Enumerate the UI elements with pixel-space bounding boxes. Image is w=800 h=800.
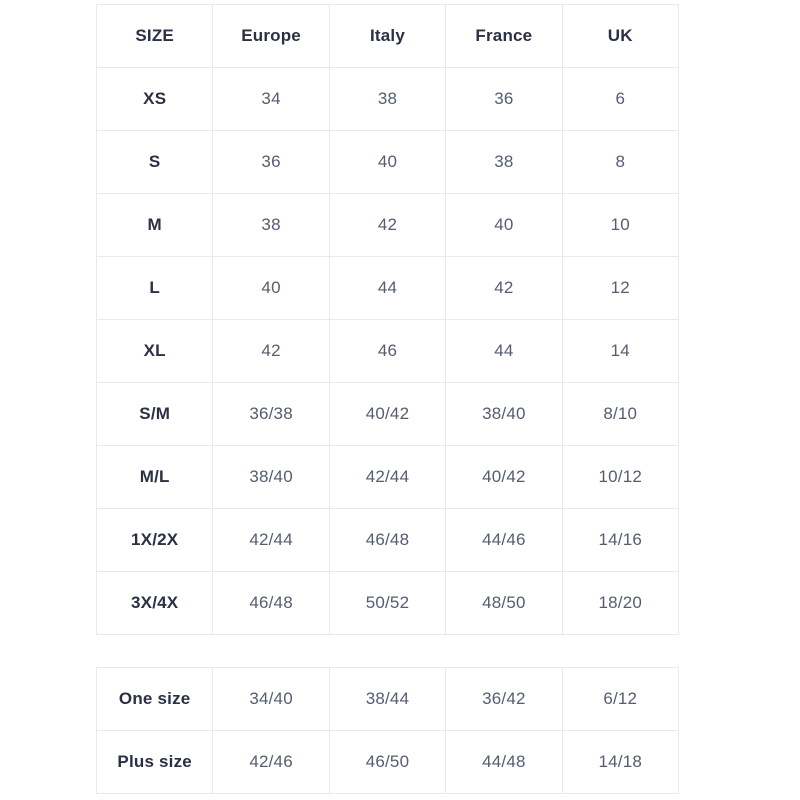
table-row: XS 34 38 36 6	[95, 67, 680, 131]
table-row: 1X/2X 42/44 46/48 44/46 14/16	[95, 508, 680, 572]
cell-uk: 14/18	[561, 730, 680, 794]
row-label: M/L	[95, 445, 214, 509]
cell-uk: 10/12	[561, 445, 680, 509]
row-label: L	[95, 256, 214, 320]
table-row: Plus size 42/46 46/50 44/48 14/18	[95, 730, 680, 794]
row-label: XS	[95, 67, 214, 131]
cell-europe: 42/44	[212, 508, 330, 572]
column-header-uk: UK	[561, 4, 680, 68]
cell-italy: 40/42	[328, 382, 447, 446]
table-row: One size 34/40 38/44 36/42 6/12	[95, 667, 680, 731]
row-label: One size	[95, 667, 214, 731]
table-header-row: SIZE Europe Italy France UK	[95, 4, 680, 68]
cell-europe: 42/46	[212, 730, 330, 794]
column-header-europe: Europe	[212, 4, 330, 68]
cell-uk: 6	[561, 67, 680, 131]
row-label: XL	[95, 319, 214, 383]
cell-france: 48/50	[445, 571, 563, 635]
cell-france: 40	[445, 193, 563, 257]
cell-france: 36/42	[445, 667, 563, 731]
cell-europe: 38/40	[212, 445, 330, 509]
cell-europe: 36	[212, 130, 330, 194]
table-row: S 36 40 38 8	[95, 130, 680, 194]
row-label: Plus size	[95, 730, 214, 794]
primary-size-table-header: SIZE Europe Italy France UK	[95, 4, 680, 68]
cell-uk: 6/12	[561, 667, 680, 731]
cell-france: 40/42	[445, 445, 563, 509]
cell-italy: 42	[328, 193, 447, 257]
column-header-italy: Italy	[328, 4, 447, 68]
cell-europe: 46/48	[212, 571, 330, 635]
row-label: M	[95, 193, 214, 257]
cell-france: 44	[445, 319, 563, 383]
cell-italy: 50/52	[328, 571, 447, 635]
cell-france: 36	[445, 67, 563, 131]
cell-europe: 40	[212, 256, 330, 320]
column-header-size: SIZE	[95, 4, 214, 68]
cell-uk: 8/10	[561, 382, 680, 446]
table-row: L 40 44 42 12	[95, 256, 680, 320]
table-row: 3X/4X 46/48 50/52 48/50 18/20	[95, 571, 680, 635]
secondary-size-table-body: One size 34/40 38/44 36/42 6/12 Plus siz…	[95, 667, 680, 794]
cell-italy: 38/44	[328, 667, 447, 731]
cell-italy: 38	[328, 67, 447, 131]
cell-italy: 44	[328, 256, 447, 320]
cell-uk: 10	[561, 193, 680, 257]
row-label: 3X/4X	[95, 571, 214, 635]
table-row: S/M 36/38 40/42 38/40 8/10	[95, 382, 680, 446]
cell-france: 42	[445, 256, 563, 320]
table-row: M/L 38/40 42/44 40/42 10/12	[95, 445, 680, 509]
row-label: S/M	[95, 382, 214, 446]
cell-europe: 38	[212, 193, 330, 257]
cell-italy: 46/48	[328, 508, 447, 572]
cell-europe: 34	[212, 67, 330, 131]
cell-italy: 46	[328, 319, 447, 383]
cell-uk: 12	[561, 256, 680, 320]
column-header-france: France	[445, 4, 563, 68]
cell-france: 38/40	[445, 382, 563, 446]
cell-france: 44/46	[445, 508, 563, 572]
table-row: M 38 42 40 10	[95, 193, 680, 257]
cell-uk: 14	[561, 319, 680, 383]
cell-europe: 36/38	[212, 382, 330, 446]
cell-uk: 8	[561, 130, 680, 194]
cell-italy: 46/50	[328, 730, 447, 794]
row-label: 1X/2X	[95, 508, 214, 572]
primary-size-table: SIZE Europe Italy France UK XS 34 38 36 …	[95, 4, 680, 635]
primary-size-table-body: XS 34 38 36 6 S 36 40 38 8 M 38 42 40 10	[95, 67, 680, 635]
cell-europe: 42	[212, 319, 330, 383]
table-row: XL 42 46 44 14	[95, 319, 680, 383]
cell-uk: 14/16	[561, 508, 680, 572]
cell-italy: 40	[328, 130, 447, 194]
secondary-size-table: One size 34/40 38/44 36/42 6/12 Plus siz…	[95, 667, 680, 794]
cell-france: 44/48	[445, 730, 563, 794]
row-label: S	[95, 130, 214, 194]
cell-uk: 18/20	[561, 571, 680, 635]
cell-france: 38	[445, 130, 563, 194]
cell-italy: 42/44	[328, 445, 447, 509]
cell-europe: 34/40	[212, 667, 330, 731]
